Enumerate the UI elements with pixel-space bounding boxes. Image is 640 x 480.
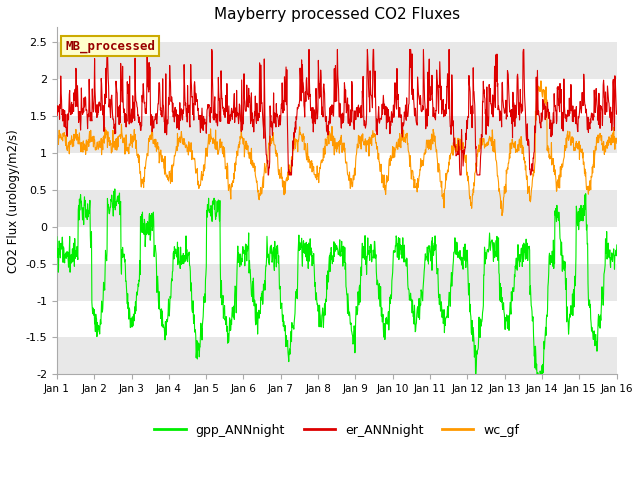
er_ANNnight [264,172,272,178]
Title: Mayberry processed CO2 Fluxes: Mayberry processed CO2 Fluxes [214,7,460,22]
Line: wc_gf: wc_gf [57,81,617,216]
gpp_ANNnight [497,285,505,290]
wc_gf [240,136,248,142]
er_ANNnight [498,124,506,130]
er_ANNnight [164,116,172,121]
er_ANNnight [178,108,186,114]
gpp_ANNnight [613,242,621,248]
er_ANNnight [547,134,555,140]
gpp_ANNnight [111,186,118,192]
Line: gpp_ANNnight: gpp_ANNnight [57,189,617,378]
gpp_ANNnight [241,248,248,253]
gpp_ANNnight [178,259,186,264]
gpp_ANNnight [547,254,555,260]
Bar [57,190,617,227]
Y-axis label: CO2 Flux (urology/m2/s): CO2 Flux (urology/m2/s) [7,129,20,273]
wc_gf [497,205,505,211]
gpp_ANNnight [424,251,432,256]
wc_gf [53,151,61,156]
Text: MB_processed: MB_processed [65,39,156,53]
gpp_ANNnight [53,234,61,240]
wc_gf [537,78,545,84]
Bar [57,42,617,79]
Bar [57,264,617,300]
wc_gf [613,141,621,146]
er_ANNnight [613,108,621,114]
wc_gf [177,129,185,134]
Legend: gpp_ANNnight, er_ANNnight, wc_gf: gpp_ANNnight, er_ANNnight, wc_gf [149,419,524,442]
er_ANNnight [241,96,248,102]
er_ANNnight [424,113,432,119]
wc_gf [498,213,506,218]
Bar [57,337,617,374]
er_ANNnight [53,103,61,109]
Bar [57,116,617,153]
wc_gf [424,144,431,150]
wc_gf [164,177,172,182]
Line: er_ANNnight: er_ANNnight [57,49,617,175]
gpp_ANNnight [533,375,541,381]
wc_gf [547,152,555,158]
er_ANNnight [103,47,111,52]
gpp_ANNnight [164,309,172,314]
